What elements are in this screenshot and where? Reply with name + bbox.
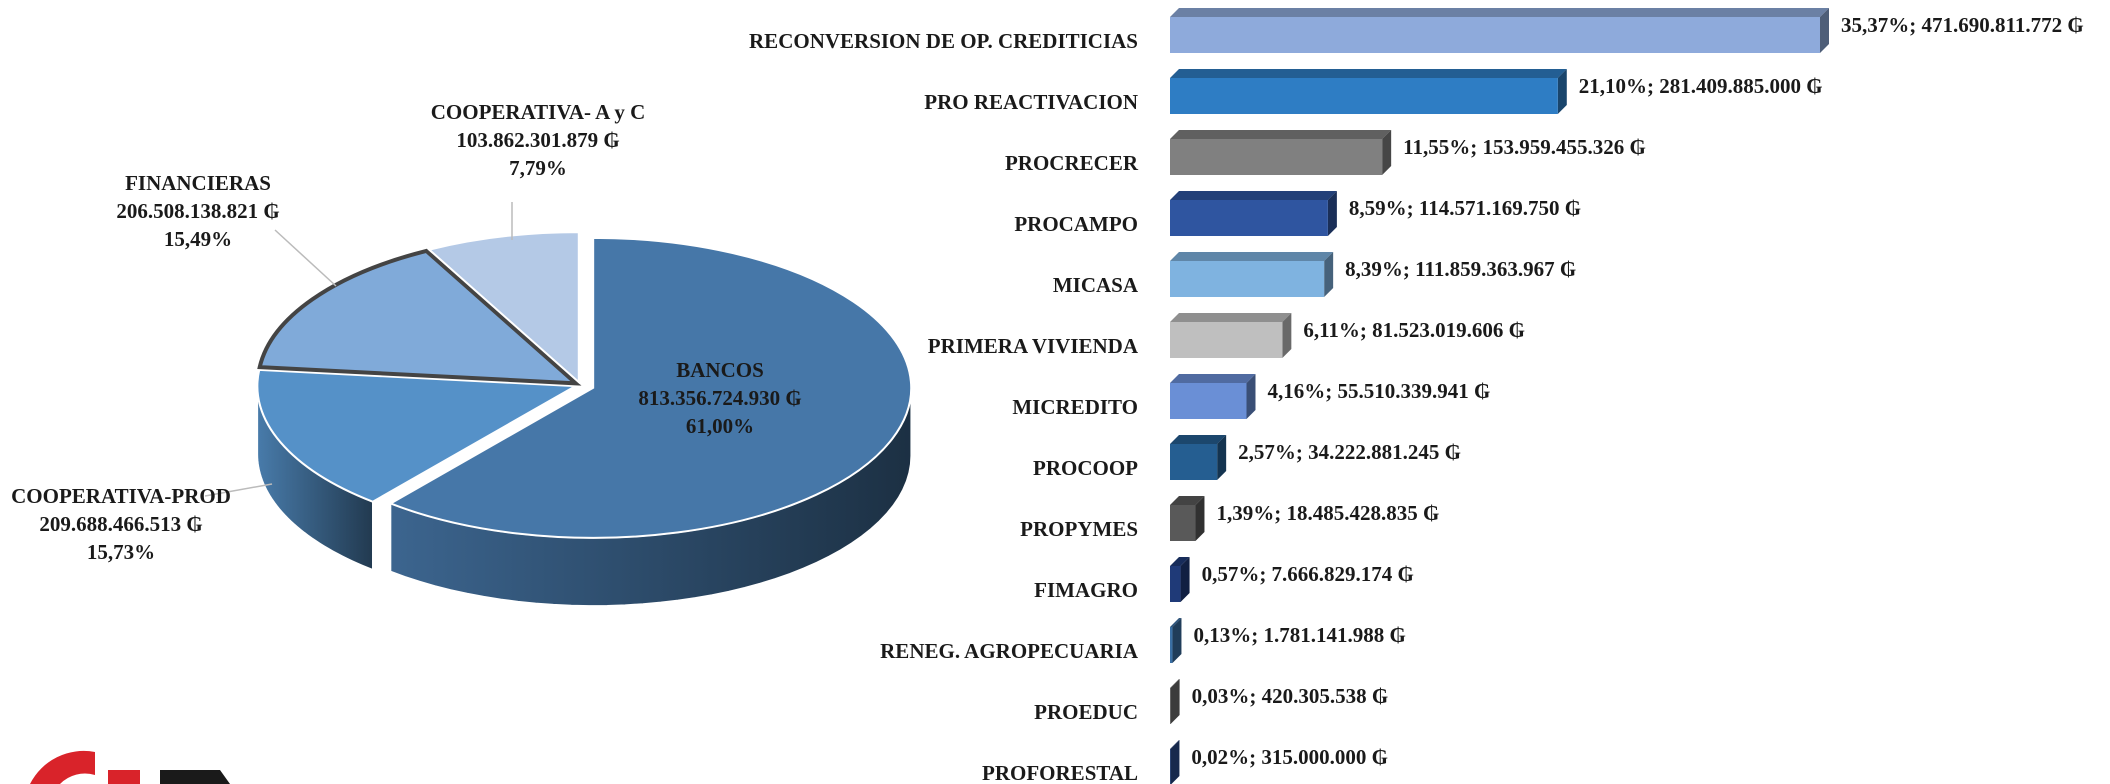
bar-top bbox=[1170, 435, 1227, 444]
bar-side bbox=[1170, 679, 1180, 724]
slice-value-label: 61,00% bbox=[686, 414, 754, 438]
value-label: 0,57%; 7.666.829.174 ₲ bbox=[1202, 562, 1414, 586]
value-label: 8,39%; 111.859.363.967 ₲ bbox=[1345, 257, 1576, 281]
bar bbox=[1170, 566, 1181, 602]
category-label: PROCAMPO bbox=[1014, 212, 1138, 236]
bar bbox=[1170, 627, 1173, 663]
value-label: 0,03%; 420.305.538 ₲ bbox=[1192, 684, 1389, 708]
bar-side bbox=[1217, 435, 1227, 480]
bar bbox=[1170, 261, 1325, 297]
bar-side bbox=[1180, 557, 1190, 602]
bar bbox=[1170, 200, 1328, 236]
slice-label: BANCOS bbox=[676, 358, 764, 382]
bar bbox=[1170, 17, 1820, 53]
slice-amount: 206.508.138.821 ₲ bbox=[116, 199, 279, 223]
bar bbox=[1170, 444, 1218, 480]
slice-amount: 103.862.301.879 ₲ bbox=[456, 128, 619, 152]
bar-side bbox=[1282, 313, 1292, 358]
bar-top bbox=[1170, 252, 1334, 261]
value-label: 2,57%; 34.222.881.245 ₲ bbox=[1238, 440, 1461, 464]
bar-top bbox=[1170, 557, 1190, 566]
bar-top bbox=[1170, 740, 1180, 749]
bar-side bbox=[1170, 740, 1180, 784]
bar-top bbox=[1170, 679, 1180, 688]
category-label: PROCOOP bbox=[1033, 456, 1138, 480]
pie-slice bbox=[257, 248, 582, 386]
value-label: 0,02%; 315.000.000 ₲ bbox=[1191, 745, 1388, 769]
value-label: 21,10%; 281.409.885.000 ₲ bbox=[1579, 74, 1823, 98]
bar bbox=[1170, 322, 1283, 358]
category-label: RENEG. AGROPECUARIA bbox=[880, 639, 1139, 663]
pie-slice bbox=[427, 231, 580, 385]
slice-value-label: 15,49% bbox=[164, 227, 232, 251]
bar-top bbox=[1170, 618, 1182, 627]
bar-top bbox=[1170, 69, 1567, 78]
bar-side bbox=[1557, 69, 1567, 114]
category-label: PRO REACTIVACION bbox=[924, 90, 1138, 114]
leader-line bbox=[204, 483, 273, 497]
slice-value-label: 15,73% bbox=[87, 540, 155, 564]
slice-label: FINANCIERAS bbox=[125, 171, 271, 195]
bar-top bbox=[1170, 313, 1292, 322]
slice-label: COOPERATIVA-PROD bbox=[11, 484, 231, 508]
category-label: PROEDUC bbox=[1034, 700, 1138, 724]
logo bbox=[30, 750, 230, 784]
bar bbox=[1170, 505, 1196, 541]
value-label: 35,37%; 471.690.811.772 ₲ bbox=[1841, 13, 2084, 37]
pie-slice bbox=[256, 368, 579, 503]
slice-amount: 209.688.466.513 ₲ bbox=[39, 512, 202, 536]
slice-value-label: 7,79% bbox=[509, 156, 567, 180]
bar-side bbox=[1820, 8, 1829, 53]
bar-side bbox=[1327, 191, 1337, 236]
bar-side bbox=[1195, 496, 1205, 541]
slice-label: COOPERATIVA- A y C bbox=[431, 100, 646, 124]
value-label: 1,39%; 18.485.428.835 ₲ bbox=[1216, 501, 1439, 525]
bar-top bbox=[1170, 496, 1205, 505]
pie-slice bbox=[388, 236, 913, 539]
bar-top bbox=[1170, 191, 1337, 200]
value-label: 11,55%; 153.959.455.326 ₲ bbox=[1403, 135, 1646, 159]
category-label: PROCRECER bbox=[1005, 151, 1139, 175]
bar-side bbox=[1246, 374, 1256, 419]
category-label: MICASA bbox=[1053, 273, 1139, 297]
bar bbox=[1170, 139, 1383, 175]
bar-side bbox=[1324, 252, 1334, 297]
category-label: PROPYMES bbox=[1020, 517, 1138, 541]
category-label: FIMAGRO bbox=[1034, 578, 1138, 602]
bar bbox=[1170, 78, 1558, 114]
leader-line bbox=[274, 229, 337, 287]
category-label: RECONVERSION DE OP. CREDITICIAS bbox=[749, 29, 1138, 53]
bar-top bbox=[1170, 130, 1392, 139]
value-label: 0,13%; 1.781.141.988 ₲ bbox=[1193, 623, 1405, 647]
slice-amount: 813.356.724.930 ₲ bbox=[638, 386, 801, 410]
bar-side bbox=[1382, 130, 1392, 175]
category-label: PRIMERA VIVIENDA bbox=[928, 334, 1139, 358]
value-label: 6,11%; 81.523.019.606 ₲ bbox=[1303, 318, 1525, 342]
bar-top bbox=[1170, 374, 1256, 383]
bar-top bbox=[1170, 8, 1829, 17]
bar bbox=[1170, 688, 1171, 724]
value-label: 4,16%; 55.510.339.941 ₲ bbox=[1267, 379, 1490, 403]
value-label: 8,59%; 114.571.169.750 ₲ bbox=[1349, 196, 1581, 220]
bar bbox=[1170, 383, 1247, 419]
category-label: PROFORESTAL bbox=[982, 761, 1138, 784]
bar-side bbox=[1172, 618, 1182, 663]
category-label: MICREDITO bbox=[1012, 395, 1138, 419]
